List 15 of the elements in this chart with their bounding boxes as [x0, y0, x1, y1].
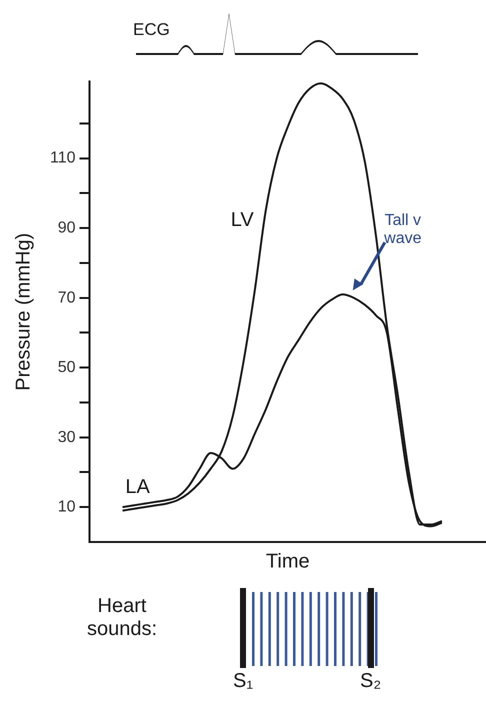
y-tick-label: 30 [58, 428, 76, 446]
x-axis-title: Time [266, 550, 310, 573]
text: ECG [133, 20, 170, 40]
series-label: LA [125, 476, 150, 498]
y-axis-title: Pressure (mmHg) [12, 232, 35, 391]
y-tick-label: 50 [58, 359, 76, 376]
y-tick-label: 10 [58, 498, 76, 516]
text: S₂ [360, 670, 382, 693]
y-tick-label: 110 [50, 150, 76, 167]
text: S₁ [233, 670, 254, 693]
text: Heart sounds: [86, 595, 158, 641]
y-tick-label: 70 [58, 289, 76, 306]
y-tick-label: 90 [58, 219, 76, 236]
annotation: Tall v wave [383, 212, 422, 247]
series-label: LV [230, 209, 254, 232]
